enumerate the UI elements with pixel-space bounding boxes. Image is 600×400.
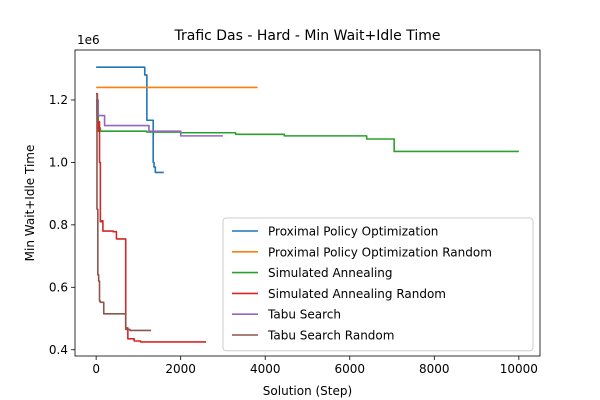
y-tick-label-3: 1.0 xyxy=(49,155,68,169)
plot-lines xyxy=(96,66,519,343)
legend-label-0: Proximal Policy Optimization xyxy=(268,225,438,239)
legend-label-5: Tabu Search Random xyxy=(267,329,394,343)
y-axis-label: Min Wait+Idle Time xyxy=(23,145,37,262)
x-tick-label-2: 4000 xyxy=(250,362,281,376)
y-tick-label-1: 0.6 xyxy=(49,280,68,294)
y-tick-label-0: 0.4 xyxy=(49,343,68,357)
x-tick-label-1: 2000 xyxy=(165,362,196,376)
legend-label-4: Tabu Search xyxy=(267,308,341,322)
series-line-4 xyxy=(96,99,223,137)
y-axis: 0.4 0.6 0.8 1.0 1.2 xyxy=(49,93,75,357)
legend-label-3: Simulated Annealing Random xyxy=(268,287,446,301)
x-tick-label-3: 6000 xyxy=(334,362,365,376)
x-axis: 0 2000 4000 6000 8000 10000 xyxy=(92,356,538,376)
legend: Proximal Policy Optimization Proximal Pol… xyxy=(222,217,534,352)
legend-label-1: Proximal Policy Optimization Random xyxy=(268,245,492,259)
x-axis-label: Solution (Step) xyxy=(263,384,352,398)
plot-frame xyxy=(74,49,541,357)
x-tick-label-5: 10000 xyxy=(500,362,538,376)
series-line-0 xyxy=(96,66,164,174)
chart-title: Trafic Das - Hard - Min Wait+Idle Time xyxy=(173,28,440,44)
y-tick-label-4: 1.2 xyxy=(49,93,68,107)
y-tick-label-2: 0.8 xyxy=(49,218,68,232)
legend-box xyxy=(222,217,534,352)
x-tick-label-0: 0 xyxy=(92,362,100,376)
legend-label-2: Simulated Annealing xyxy=(268,266,393,280)
series-line-5 xyxy=(96,92,152,332)
x-tick-label-4: 8000 xyxy=(419,362,450,376)
series-line-3 xyxy=(96,92,207,343)
y-axis-offset-label: 1e6 xyxy=(77,33,100,47)
series-line-2 xyxy=(96,99,519,153)
